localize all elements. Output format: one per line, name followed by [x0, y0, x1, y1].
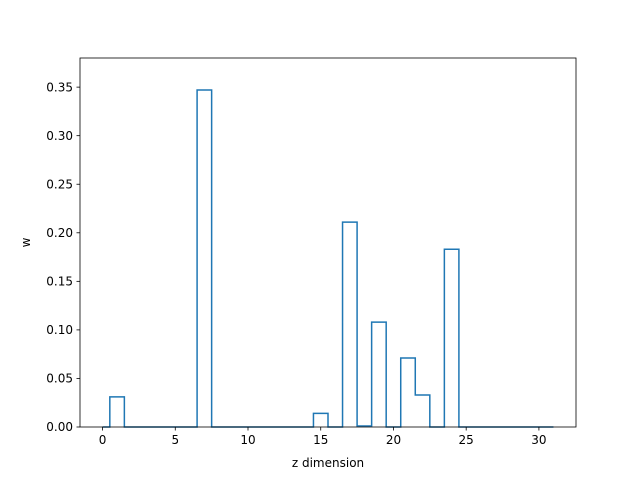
y-tick-label: 0.05 — [46, 372, 73, 386]
x-tick-label: 10 — [240, 433, 255, 447]
x-tick-label: 15 — [313, 433, 328, 447]
y-tick-label: 0.35 — [46, 80, 73, 94]
plot-area — [80, 58, 576, 427]
y-tick-label: 0.30 — [46, 129, 73, 143]
x-tick-label: 20 — [386, 433, 401, 447]
x-tick-label: 0 — [99, 433, 107, 447]
y-tick-label: 0.00 — [46, 420, 73, 434]
x-tick-label: 5 — [171, 433, 179, 447]
x-axis: 0 5 10 15 20 25 30 — [99, 427, 547, 447]
y-axis: 0.00 0.05 0.10 0.15 0.20 0.25 0.30 0.35 — [46, 80, 80, 434]
y-tick-label: 0.15 — [46, 275, 73, 289]
x-tick-label: 30 — [531, 433, 546, 447]
y-tick-label: 0.25 — [46, 177, 73, 191]
y-tick-label: 0.20 — [46, 226, 73, 240]
y-axis-label: w — [19, 237, 33, 247]
y-tick-label: 0.10 — [46, 323, 73, 337]
x-axis-label: z dimension — [292, 456, 364, 470]
x-tick-label: 25 — [459, 433, 474, 447]
axes-frame — [79, 57, 577, 428]
